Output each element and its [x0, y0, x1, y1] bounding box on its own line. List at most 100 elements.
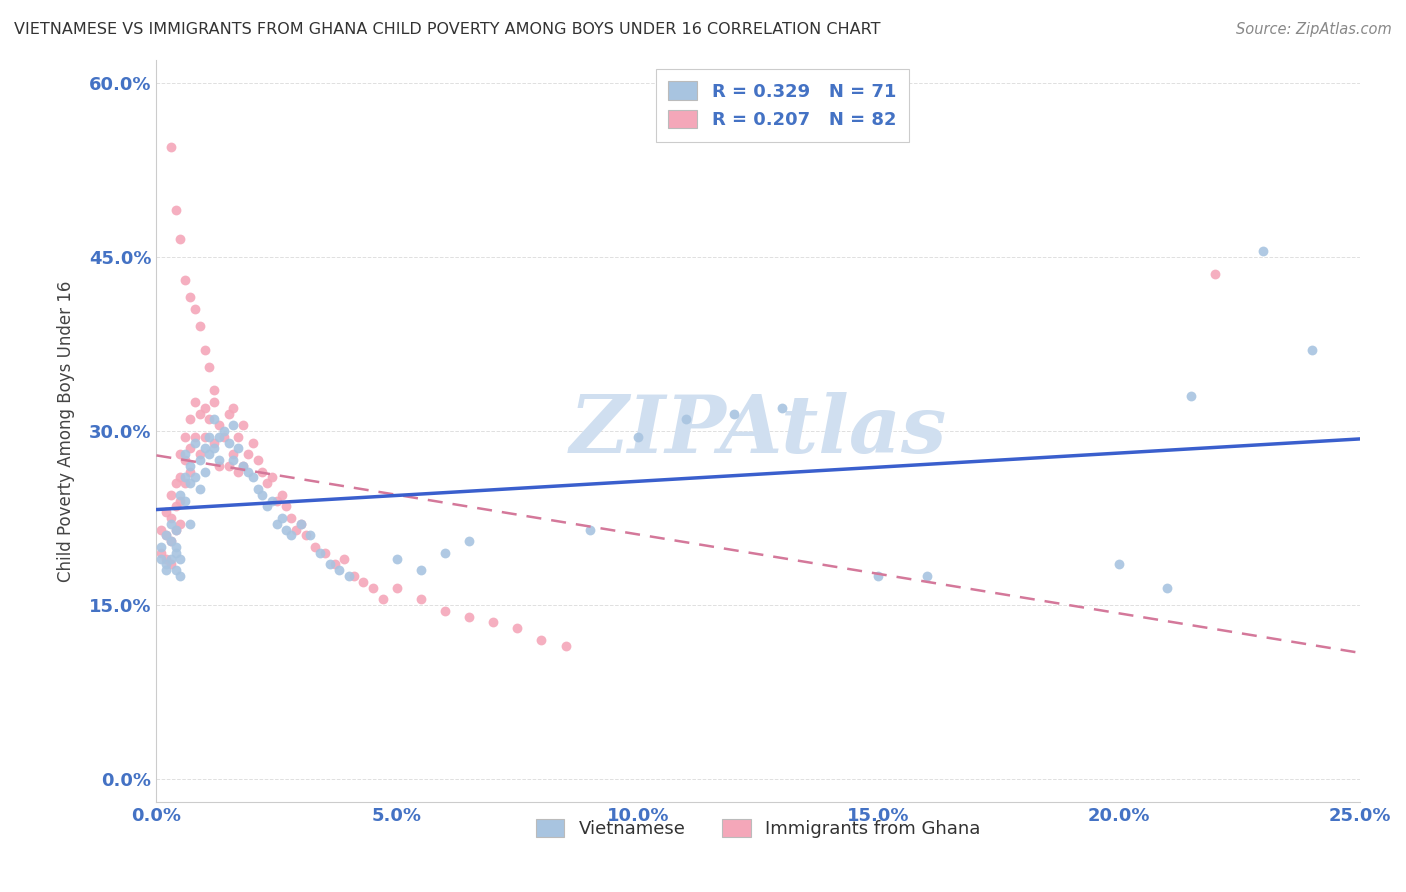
Point [212, 430, 235, 444]
Point [411, 563, 433, 577]
Point [160, 551, 183, 566]
Point [179, 476, 201, 491]
Point [188, 319, 211, 334]
Point [179, 291, 201, 305]
Point [256, 500, 278, 514]
Point [1301, 343, 1323, 357]
Point [212, 424, 235, 438]
Point [627, 430, 650, 444]
Point [188, 482, 211, 496]
Point [184, 470, 207, 484]
Point [578, 523, 600, 537]
Point [179, 442, 201, 456]
Point [236, 465, 259, 479]
Point [208, 430, 231, 444]
Point [222, 447, 245, 461]
Point [304, 540, 326, 554]
Point [155, 528, 177, 542]
Point [1204, 267, 1226, 281]
Point [270, 511, 292, 525]
Point [222, 401, 245, 415]
Point [246, 482, 269, 496]
Point [160, 534, 183, 549]
Point [193, 465, 215, 479]
Point [434, 604, 457, 618]
Point [276, 523, 298, 537]
Point [723, 407, 745, 421]
Point [193, 442, 215, 456]
Point [290, 516, 312, 531]
Point [482, 615, 505, 630]
Point [155, 505, 177, 519]
Point [160, 139, 183, 153]
Point [165, 540, 187, 554]
Point [160, 511, 183, 525]
Text: Source: ZipAtlas.com: Source: ZipAtlas.com [1236, 22, 1392, 37]
Point [530, 632, 553, 647]
Point [226, 465, 249, 479]
Point [155, 528, 177, 542]
Point [915, 569, 938, 583]
Point [169, 569, 191, 583]
Point [285, 523, 308, 537]
Point [290, 516, 312, 531]
Legend: Vietnamese, Immigrants from Ghana: Vietnamese, Immigrants from Ghana [529, 812, 988, 846]
Point [319, 558, 342, 572]
Point [184, 430, 207, 444]
Point [160, 558, 183, 572]
Point [165, 523, 187, 537]
Point [246, 453, 269, 467]
Point [179, 465, 201, 479]
Point [280, 528, 302, 542]
Point [260, 493, 283, 508]
Point [242, 470, 264, 484]
Point [1180, 389, 1202, 403]
Point [174, 493, 197, 508]
Point [198, 360, 221, 375]
Point [770, 401, 793, 415]
Point [169, 516, 191, 531]
Point [193, 343, 215, 357]
Point [675, 412, 697, 426]
Point [165, 476, 187, 491]
Point [236, 447, 259, 461]
Point [1108, 558, 1130, 572]
Point [361, 581, 384, 595]
Point [242, 435, 264, 450]
Point [314, 546, 336, 560]
Point [218, 458, 240, 473]
Point [160, 488, 183, 502]
Point [328, 563, 350, 577]
Point [174, 476, 197, 491]
Point [188, 453, 211, 467]
Point [160, 516, 183, 531]
Point [155, 551, 177, 566]
Point [169, 447, 191, 461]
Point [276, 500, 298, 514]
Point [333, 551, 356, 566]
Point [256, 476, 278, 491]
Point [150, 546, 173, 560]
Point [208, 418, 231, 433]
Point [169, 232, 191, 246]
Point [434, 546, 457, 560]
Point [198, 430, 221, 444]
Point [266, 493, 288, 508]
Point [554, 639, 576, 653]
Point [155, 558, 177, 572]
Point [323, 558, 346, 572]
Point [218, 435, 240, 450]
Point [165, 563, 187, 577]
Point [174, 453, 197, 467]
Point [343, 569, 366, 583]
Point [352, 574, 374, 589]
Point [165, 500, 187, 514]
Point [208, 453, 231, 467]
Point [169, 488, 191, 502]
Point [266, 516, 288, 531]
Point [184, 395, 207, 409]
Point [280, 511, 302, 525]
Point [193, 430, 215, 444]
Point [232, 458, 254, 473]
Point [165, 203, 187, 218]
